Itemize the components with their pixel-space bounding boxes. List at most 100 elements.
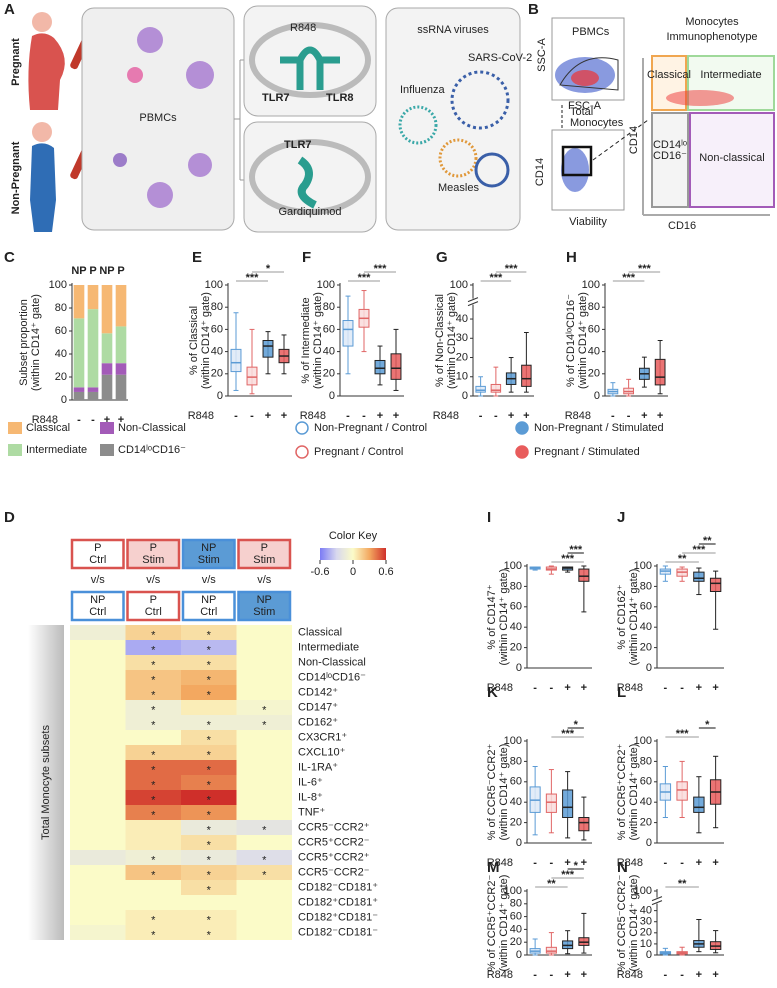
virus xyxy=(398,105,438,145)
box xyxy=(475,385,486,393)
panel-label: H xyxy=(566,249,577,266)
significance-label: * xyxy=(574,860,579,872)
heat-cell xyxy=(70,655,126,670)
y-tick-label: 20 xyxy=(323,368,335,380)
cell-cloud xyxy=(561,148,589,192)
y-axis-label: (within CD14⁺ gate) xyxy=(30,294,42,391)
significance-star: * xyxy=(262,704,267,716)
row-label: TNF⁺ xyxy=(298,806,325,818)
y-tick-label: 80 xyxy=(588,301,600,313)
bar-segment xyxy=(115,285,127,327)
significance-star: * xyxy=(207,884,212,896)
box xyxy=(578,568,590,582)
x-tick-label: + xyxy=(393,410,399,422)
x-tick-label: - xyxy=(77,414,81,426)
significance-star: * xyxy=(207,809,212,821)
x-tick-label: + xyxy=(581,857,587,869)
heat-cell xyxy=(236,925,292,940)
label: Monocytes xyxy=(570,117,624,129)
heat-cell xyxy=(70,730,126,745)
y-tick-label: 100 xyxy=(634,885,652,897)
significance-label: *** xyxy=(246,272,260,284)
y-tick-label: 60 xyxy=(510,911,522,923)
heat-cell xyxy=(181,670,237,685)
heat-cell xyxy=(125,640,181,655)
significance-label: *** xyxy=(622,272,636,284)
y-tick-label: 20 xyxy=(640,927,652,939)
significance-star: * xyxy=(207,659,212,671)
legend-swatch xyxy=(295,445,309,459)
panel-label: J xyxy=(617,509,625,526)
panel-label: L xyxy=(617,684,626,701)
y-tick-label: 40 xyxy=(510,621,522,633)
y-axis-label: (within CD14⁺ gate) xyxy=(628,875,640,972)
column-header-box xyxy=(181,538,236,570)
y-tick-label: 80 xyxy=(510,898,522,910)
y-tick-label: 40 xyxy=(640,796,652,808)
tlr xyxy=(280,46,340,90)
heat-cell xyxy=(181,775,237,790)
y-tick-label: 100 xyxy=(205,279,223,291)
heat-cell xyxy=(236,715,292,730)
y-tick-label: 60 xyxy=(510,601,522,613)
y-tick-label: 0 xyxy=(516,837,522,849)
legend-label: Pregnant / Control xyxy=(314,446,403,458)
row-label: Intermediate xyxy=(298,641,359,653)
heat-cell xyxy=(70,865,126,880)
legend-label: Intermediate xyxy=(26,444,87,456)
significance-label: *** xyxy=(676,728,690,740)
y-tick-label: 0 xyxy=(646,837,652,849)
heat-cell xyxy=(236,625,292,640)
cell-cloud xyxy=(571,70,599,86)
x-tick-label: - xyxy=(664,857,668,869)
heat-cell xyxy=(181,715,237,730)
color-key-title: Color Key xyxy=(329,530,378,542)
row-label: CCR5⁻CCR2⁺ xyxy=(298,821,370,833)
heat-cell xyxy=(125,670,181,685)
label: Monocytes xyxy=(685,16,739,28)
x-tick-label: - xyxy=(680,969,684,981)
label: Classical xyxy=(647,69,691,81)
significance-label: *** xyxy=(358,272,372,284)
y-axis-label: (within CD14⁺ gate) xyxy=(628,744,640,841)
cell xyxy=(186,61,214,89)
y-tick-label: 40 xyxy=(510,796,522,808)
panel-b-art xyxy=(551,17,775,216)
legend-label: Pregnant / Stimulated xyxy=(534,446,640,458)
significance-star: * xyxy=(262,854,267,866)
significance-star: * xyxy=(207,779,212,791)
y-tick-label: 0 xyxy=(217,390,223,402)
label: Measles xyxy=(438,182,479,194)
vs-label: v/s xyxy=(146,574,161,586)
significance-label: *** xyxy=(489,272,503,284)
legend-swatch xyxy=(100,422,114,434)
group-label: P xyxy=(117,265,124,277)
significance-star: * xyxy=(207,824,212,836)
panel-label: G xyxy=(436,249,448,266)
heat-cell xyxy=(236,835,292,850)
virus xyxy=(450,70,510,130)
x-tick-label: - xyxy=(550,682,554,694)
x-tick-label: + xyxy=(508,410,514,422)
y-tick-label: 10 xyxy=(640,938,652,950)
box xyxy=(342,320,354,347)
significance-star: * xyxy=(151,629,156,641)
y-tick-label: 0 xyxy=(594,390,600,402)
column-header: P xyxy=(261,542,268,554)
heat-cell xyxy=(70,625,126,640)
box xyxy=(521,364,532,387)
column-header: Ctrl xyxy=(89,606,106,618)
y-tick-label: 10 xyxy=(456,371,468,383)
heat-cell xyxy=(125,760,181,775)
x-tick-label: - xyxy=(362,410,366,422)
column-header-box xyxy=(181,590,236,622)
gate-nonclassical xyxy=(689,112,775,208)
heat-cell xyxy=(236,820,292,835)
column-header-box xyxy=(237,538,292,570)
label: PBMCs xyxy=(572,26,610,38)
heat-cell xyxy=(70,685,126,700)
heat-cell xyxy=(181,730,237,745)
x-tick-label: + xyxy=(377,410,383,422)
label: Viability xyxy=(569,216,607,228)
x-tick-label: - xyxy=(533,857,537,869)
